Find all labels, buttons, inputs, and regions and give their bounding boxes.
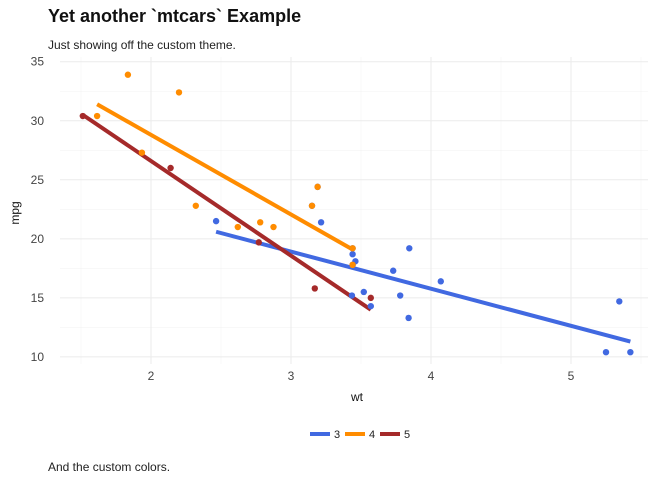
point-series-4 bbox=[349, 261, 356, 269]
point-series-3 bbox=[406, 245, 413, 252]
point-series-4 bbox=[138, 149, 146, 156]
point-series-3 bbox=[360, 288, 367, 296]
x-tick-label: 4 bbox=[428, 369, 435, 383]
gridlines bbox=[60, 57, 648, 364]
y-tick-label: 10 bbox=[31, 350, 45, 364]
legend-label-5: 5 bbox=[404, 429, 410, 441]
data-points bbox=[79, 71, 634, 356]
legend-label-4: 4 bbox=[369, 429, 375, 441]
chart-subtitle: Just showing off the custom theme. bbox=[48, 38, 236, 52]
point-series-3 bbox=[437, 278, 444, 285]
fit-line-series-5 bbox=[81, 113, 372, 312]
legend-label-3: 3 bbox=[334, 429, 340, 441]
point-series-4 bbox=[257, 219, 264, 226]
point-series-3 bbox=[616, 298, 623, 305]
point-series-4 bbox=[192, 202, 199, 209]
x-tick-label: 3 bbox=[288, 369, 295, 383]
point-series-4 bbox=[314, 183, 321, 191]
point-series-3 bbox=[317, 219, 325, 226]
x-tick-label: 5 bbox=[568, 369, 575, 383]
y-tick-label: 30 bbox=[31, 114, 45, 128]
y-tick-label: 20 bbox=[31, 232, 45, 246]
point-series-5 bbox=[79, 112, 87, 120]
point-series-4 bbox=[270, 223, 277, 231]
y-tick-label: 15 bbox=[31, 291, 45, 305]
y-tick-label: 25 bbox=[31, 173, 45, 187]
point-series-3 bbox=[212, 217, 220, 225]
axis-ticks: 2 3 4 5 10 15 20 25 30 35 bbox=[31, 55, 575, 383]
point-series-4 bbox=[308, 202, 316, 209]
point-series-5 bbox=[255, 239, 262, 246]
x-axis-label: wt bbox=[350, 390, 364, 404]
point-series-3 bbox=[405, 314, 412, 322]
point-series-4 bbox=[93, 112, 101, 120]
fit-line-series-4 bbox=[96, 102, 354, 252]
point-series-4 bbox=[175, 89, 183, 96]
chart-caption: And the custom colors. bbox=[48, 460, 171, 474]
point-series-3 bbox=[349, 250, 356, 258]
point-series-4 bbox=[124, 71, 132, 78]
y-tick-label: 35 bbox=[31, 55, 45, 69]
point-series-5 bbox=[167, 164, 174, 172]
chart-title: Yet another `mtcars` Example bbox=[48, 6, 302, 26]
point-series-5 bbox=[311, 285, 318, 292]
point-series-3 bbox=[390, 267, 397, 274]
point-series-3 bbox=[348, 292, 356, 299]
point-series-4 bbox=[234, 223, 241, 231]
legend: 3 4 5 bbox=[310, 429, 410, 441]
point-series-3 bbox=[397, 292, 404, 299]
point-series-3 bbox=[627, 348, 634, 356]
y-axis-label: mpg bbox=[8, 201, 22, 224]
point-series-5 bbox=[367, 294, 374, 302]
fit-lines bbox=[81, 102, 631, 344]
x-tick-label: 2 bbox=[148, 369, 155, 383]
point-series-3 bbox=[602, 348, 610, 356]
point-series-4 bbox=[349, 245, 356, 252]
point-series-3 bbox=[367, 302, 374, 310]
